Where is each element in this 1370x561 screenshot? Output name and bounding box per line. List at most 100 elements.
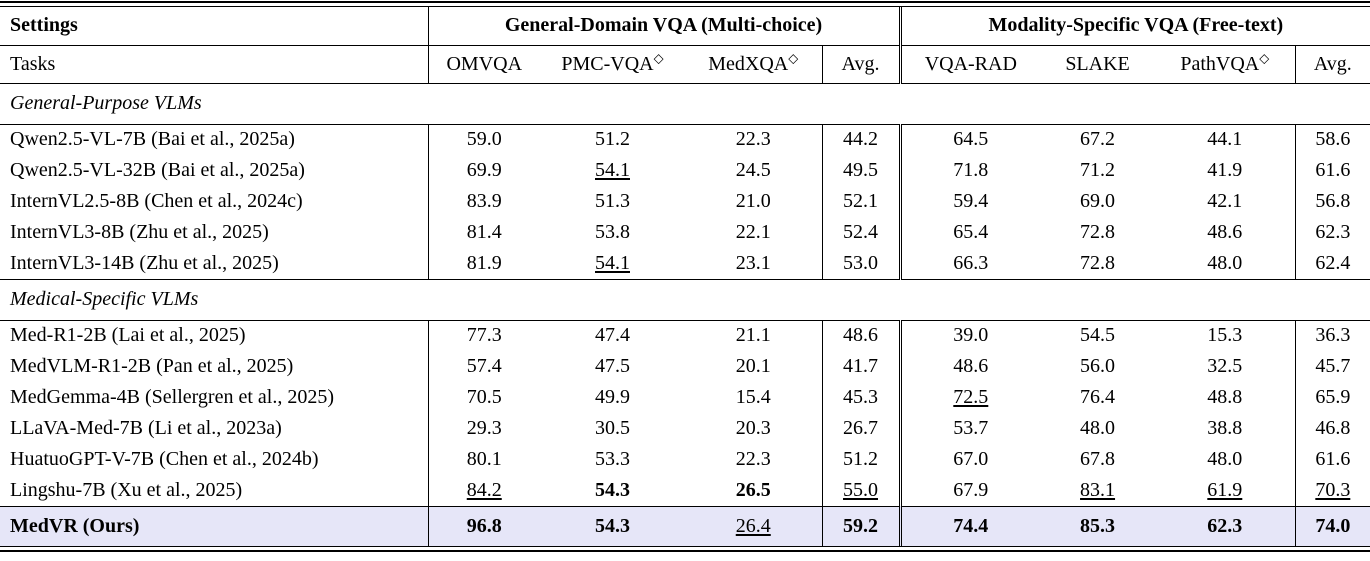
column-header-pathvqa: PathVQA◇	[1155, 45, 1296, 84]
section-header-label: General-Purpose VLMs	[0, 83, 1370, 125]
metric-value: 72.5	[953, 386, 989, 408]
metric-value: 71.8	[953, 159, 989, 181]
metric-cell: 20.3	[685, 413, 822, 444]
metric-cell: 22.1	[685, 217, 822, 248]
column-header-label: Avg.	[1313, 52, 1352, 75]
column-header-label: Avg.	[841, 52, 880, 75]
metric-cell: 71.8	[898, 155, 1041, 186]
metric-cell: 74.0	[1294, 506, 1370, 546]
metric-cell: 24.5	[685, 155, 822, 186]
metric-cell: 56.8	[1294, 186, 1370, 217]
model-name-cell: InternVL2.5-8B (Chen et al., 2024c)	[10, 190, 303, 212]
metric-value: 67.0	[953, 448, 989, 470]
metric-value: 42.1	[1207, 190, 1243, 212]
metric-cell: 81.9	[427, 248, 540, 280]
metric-value: 20.1	[735, 355, 771, 377]
metric-cell: 67.0	[898, 444, 1041, 475]
metric-value: 56.8	[1315, 190, 1351, 212]
column-header-medxqa: MedXQA◇	[685, 45, 822, 84]
metric-value: 41.9	[1207, 159, 1243, 181]
metric-value: 85.3	[1080, 514, 1116, 537]
metric-cell: 26.4	[685, 506, 822, 546]
model-name-cell: MedVLM-R1-2B (Pan et al., 2025)	[10, 355, 294, 377]
table-row: Lingshu-7B (Xu et al., 2025) 84.2 54.3 26.5…	[0, 475, 1370, 507]
column-header-label: SLAKE	[1065, 52, 1130, 75]
group-header-general-domain-vqa: General-Domain VQA (Multi-choice)	[427, 7, 901, 46]
model-name-cell: HuatuoGPT-V-7B (Chen et al., 2024b)	[10, 448, 319, 470]
column-header-avg-right: Avg.	[1294, 45, 1370, 84]
metric-value: 41.7	[843, 355, 879, 377]
table-row: LLaVA-Med-7B (Li et al., 2023a) 29.3 30.5 2…	[0, 413, 1370, 444]
metric-value: 48.6	[843, 324, 879, 347]
metric-cell: 67.9	[898, 475, 1041, 507]
metric-cell: 83.1	[1040, 475, 1156, 507]
metric-value: 48.0	[1080, 417, 1116, 439]
metric-value: 61.9	[1207, 478, 1243, 501]
metric-cell: 51.3	[540, 186, 685, 217]
column-header-label: MedXQA	[708, 52, 789, 75]
metric-value: 72.8	[1080, 221, 1116, 243]
metric-value: 56.0	[1080, 355, 1116, 377]
metric-value: 20.3	[735, 417, 771, 439]
metric-cell: 21.1	[685, 320, 822, 351]
metric-cell: 48.6	[898, 351, 1041, 382]
model-name-cell: LLaVA-Med-7B (Li et al., 2023a)	[10, 417, 282, 439]
metric-cell: 72.5	[898, 382, 1041, 413]
metric-cell: 70.5	[427, 382, 540, 413]
metric-value: 15.3	[1207, 324, 1243, 347]
metric-value: 47.4	[595, 324, 630, 347]
metric-value: 26.4	[735, 514, 771, 537]
metric-cell: 61.6	[1294, 444, 1370, 475]
table-row: Qwen2.5-VL-32B (Bai et al., 2025a) 69.9 54…	[0, 155, 1370, 186]
metric-cell: 52.1	[821, 186, 901, 217]
metric-value: 22.3	[735, 448, 771, 470]
metric-cell: 53.0	[821, 248, 901, 280]
metric-value: 47.5	[595, 355, 630, 377]
metric-cell: 74.4	[898, 506, 1041, 546]
diamond-marker: ◇	[1259, 49, 1270, 65]
metric-cell: 77.3	[427, 320, 540, 351]
metric-value: 67.2	[1080, 128, 1116, 151]
metric-cell: 56.0	[1040, 351, 1155, 382]
metric-value: 53.0	[843, 251, 879, 274]
settings-header-row: Settings General-Domain VQA (Multi-choic…	[0, 7, 1370, 46]
metric-cell: 44.2	[821, 124, 901, 155]
metric-cell: 55.0	[821, 475, 901, 507]
metric-cell: 36.3	[1294, 320, 1370, 351]
metric-value: 26.7	[843, 417, 879, 439]
metric-value: 59.4	[953, 190, 989, 212]
metric-value: 45.3	[843, 386, 879, 408]
column-header-avg-left: Avg.	[821, 45, 901, 84]
metric-value: 22.1	[735, 221, 771, 243]
column-header-vqa-rad: VQA-RAD	[898, 45, 1041, 84]
metric-value: 36.3	[1315, 324, 1351, 347]
metric-value: 77.3	[466, 324, 502, 347]
metric-value: 74.0	[1315, 514, 1351, 537]
metric-value: 32.5	[1207, 355, 1243, 377]
metric-cell: 64.5	[898, 124, 1041, 155]
metric-value: 49.5	[843, 159, 879, 181]
bottom-double-rule	[0, 546, 1370, 552]
metric-cell: 66.3	[898, 248, 1041, 280]
metric-value: 83.9	[466, 190, 502, 212]
metric-cell: 54.3	[540, 475, 685, 507]
model-name-cell: Med-R1-2B (Lai et al., 2025)	[10, 324, 246, 347]
metric-cell: 71.2	[1040, 155, 1155, 186]
metric-value: 72.8	[1080, 251, 1116, 274]
metric-cell: 65.9	[1294, 382, 1370, 413]
diamond-marker: ◇	[788, 49, 799, 65]
metric-value: 22.3	[735, 128, 771, 151]
metric-value: 53.3	[595, 448, 630, 470]
metric-value: 83.1	[1080, 478, 1116, 501]
table-row: HuatuoGPT-V-7B (Chen et al., 2024b) 80.1 5…	[0, 444, 1370, 475]
metric-value: 65.9	[1315, 386, 1351, 408]
table-body: General-Purpose VLMs Qwen2.5-VL-7B (Bai e…	[0, 83, 1370, 546]
metric-cell: 54.5	[1040, 320, 1155, 351]
column-header-label: PathVQA	[1180, 52, 1260, 75]
tasks-header-row: Tasks OMVQA PMC-VQA◇ MedXQA◇ Avg. VQA-RA…	[0, 45, 1370, 84]
metric-cell: 61.6	[1294, 155, 1370, 186]
metric-cell: 85.3	[1040, 506, 1155, 546]
metric-cell: 59.0	[427, 124, 540, 155]
metric-value: 53.7	[953, 417, 989, 439]
